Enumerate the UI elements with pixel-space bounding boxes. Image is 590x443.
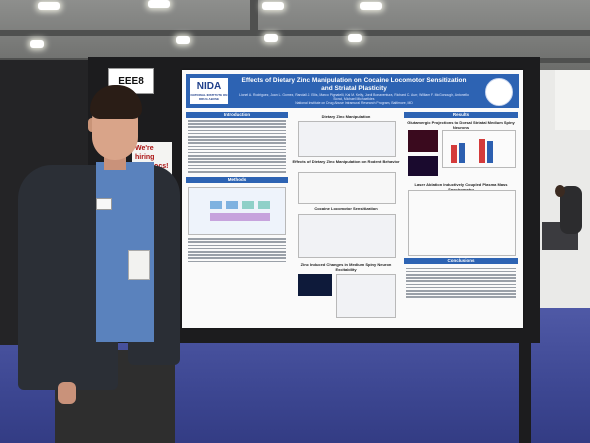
zinc-manipulation-heading: Dietary Zinc Manipulation <box>321 114 371 119</box>
methods-timeline-figure <box>188 186 286 235</box>
ceiling-light <box>262 2 284 10</box>
background-attendee <box>560 186 582 234</box>
nida-logo-subtitle: NATIONAL INSTITUTE ON DRUG ABUSE <box>190 93 228 101</box>
poster-left-column: Introduction Methods <box>186 112 288 264</box>
msn-microscopy-image <box>298 274 332 296</box>
ceiling-light <box>360 2 382 10</box>
rodent-behavior-table <box>298 172 396 204</box>
section-results: Results <box>404 112 518 118</box>
ceiling-light <box>148 0 170 8</box>
bar <box>451 145 457 163</box>
name-badge <box>128 250 150 280</box>
conclusions-text <box>404 266 518 299</box>
methods-block <box>242 200 254 209</box>
section-introduction: Introduction <box>186 112 288 118</box>
methods-text <box>186 238 288 263</box>
projection-bar-chart <box>442 130 516 168</box>
poster-right-column: Results Glutamergic Projections to Dorsa… <box>404 112 518 322</box>
poster-authors: Lionel A. Rodriguez, Juan L. Gomez, Rand… <box>238 93 470 105</box>
bar <box>459 143 465 163</box>
msn-electrophysiology-chart <box>336 274 396 318</box>
presenter-hand <box>58 382 76 404</box>
projection-microscopy-image <box>408 130 438 152</box>
poster-header: NIDA NATIONAL INSTITUTE ON DRUG ABUSE Ef… <box>186 74 519 108</box>
poster-title: Effects of Dietary Zinc Manipulation on … <box>241 77 467 92</box>
rodent-behavior-heading: Effects of Dietary Zinc Manipulation on … <box>292 159 400 164</box>
cocaine-sensitization-chart <box>298 214 396 258</box>
ceiling-light <box>30 40 44 48</box>
methods-block <box>258 200 270 209</box>
methods-block <box>226 200 238 209</box>
nida-logo-text: NIDA <box>196 81 222 92</box>
laser-ablation-heading: Laser Ablation Inductively Coupled Plasm… <box>414 182 508 192</box>
introduction-text <box>186 120 288 173</box>
bar <box>479 139 485 163</box>
zinc-manipulation-chart <box>298 121 396 157</box>
laser-ablation-figure <box>408 190 516 256</box>
ceiling-light <box>176 36 190 44</box>
ceiling-light <box>38 2 60 10</box>
presenter-hair <box>90 85 142 119</box>
hhs-seal-icon <box>485 78 513 106</box>
ceiling-beam <box>250 0 258 36</box>
projection-microscopy-image <box>408 156 438 176</box>
background-attendee-head <box>555 185 565 197</box>
bar <box>487 141 493 163</box>
lapel-pin <box>96 198 112 210</box>
section-methods: Methods <box>186 176 288 183</box>
nida-logo: NIDA NATIONAL INSTITUTE ON DRUG ABUSE <box>190 78 228 104</box>
board-pole <box>519 320 531 443</box>
cocaine-sensitization-heading: Cocaine Locomotor Sensitization <box>314 206 378 211</box>
ceiling-beam <box>0 30 590 36</box>
affiliation: National Institute on Drug Abuse Intramu… <box>295 101 413 105</box>
projections-heading: Glutamergic Projections to Dorsal Striat… <box>407 120 515 130</box>
methods-diagram <box>186 185 288 237</box>
poster-middle-column: Dietary Zinc Manipulation Effects of Die… <box>292 112 400 322</box>
author-list: Lionel A. Rodriguez, Juan L. Gomez, Rand… <box>239 93 469 101</box>
ceiling-light <box>348 34 362 42</box>
methods-block <box>210 200 222 209</box>
methods-block <box>210 212 270 221</box>
research-poster: NIDA NATIONAL INSTITUTE ON DRUG ABUSE Ef… <box>182 70 523 328</box>
section-conclusions: Conclusions <box>404 258 518 264</box>
zinc-msn-heading: Zinc Induced Changes in Medium Spiny Neu… <box>300 262 392 272</box>
ceiling-light <box>264 34 278 42</box>
